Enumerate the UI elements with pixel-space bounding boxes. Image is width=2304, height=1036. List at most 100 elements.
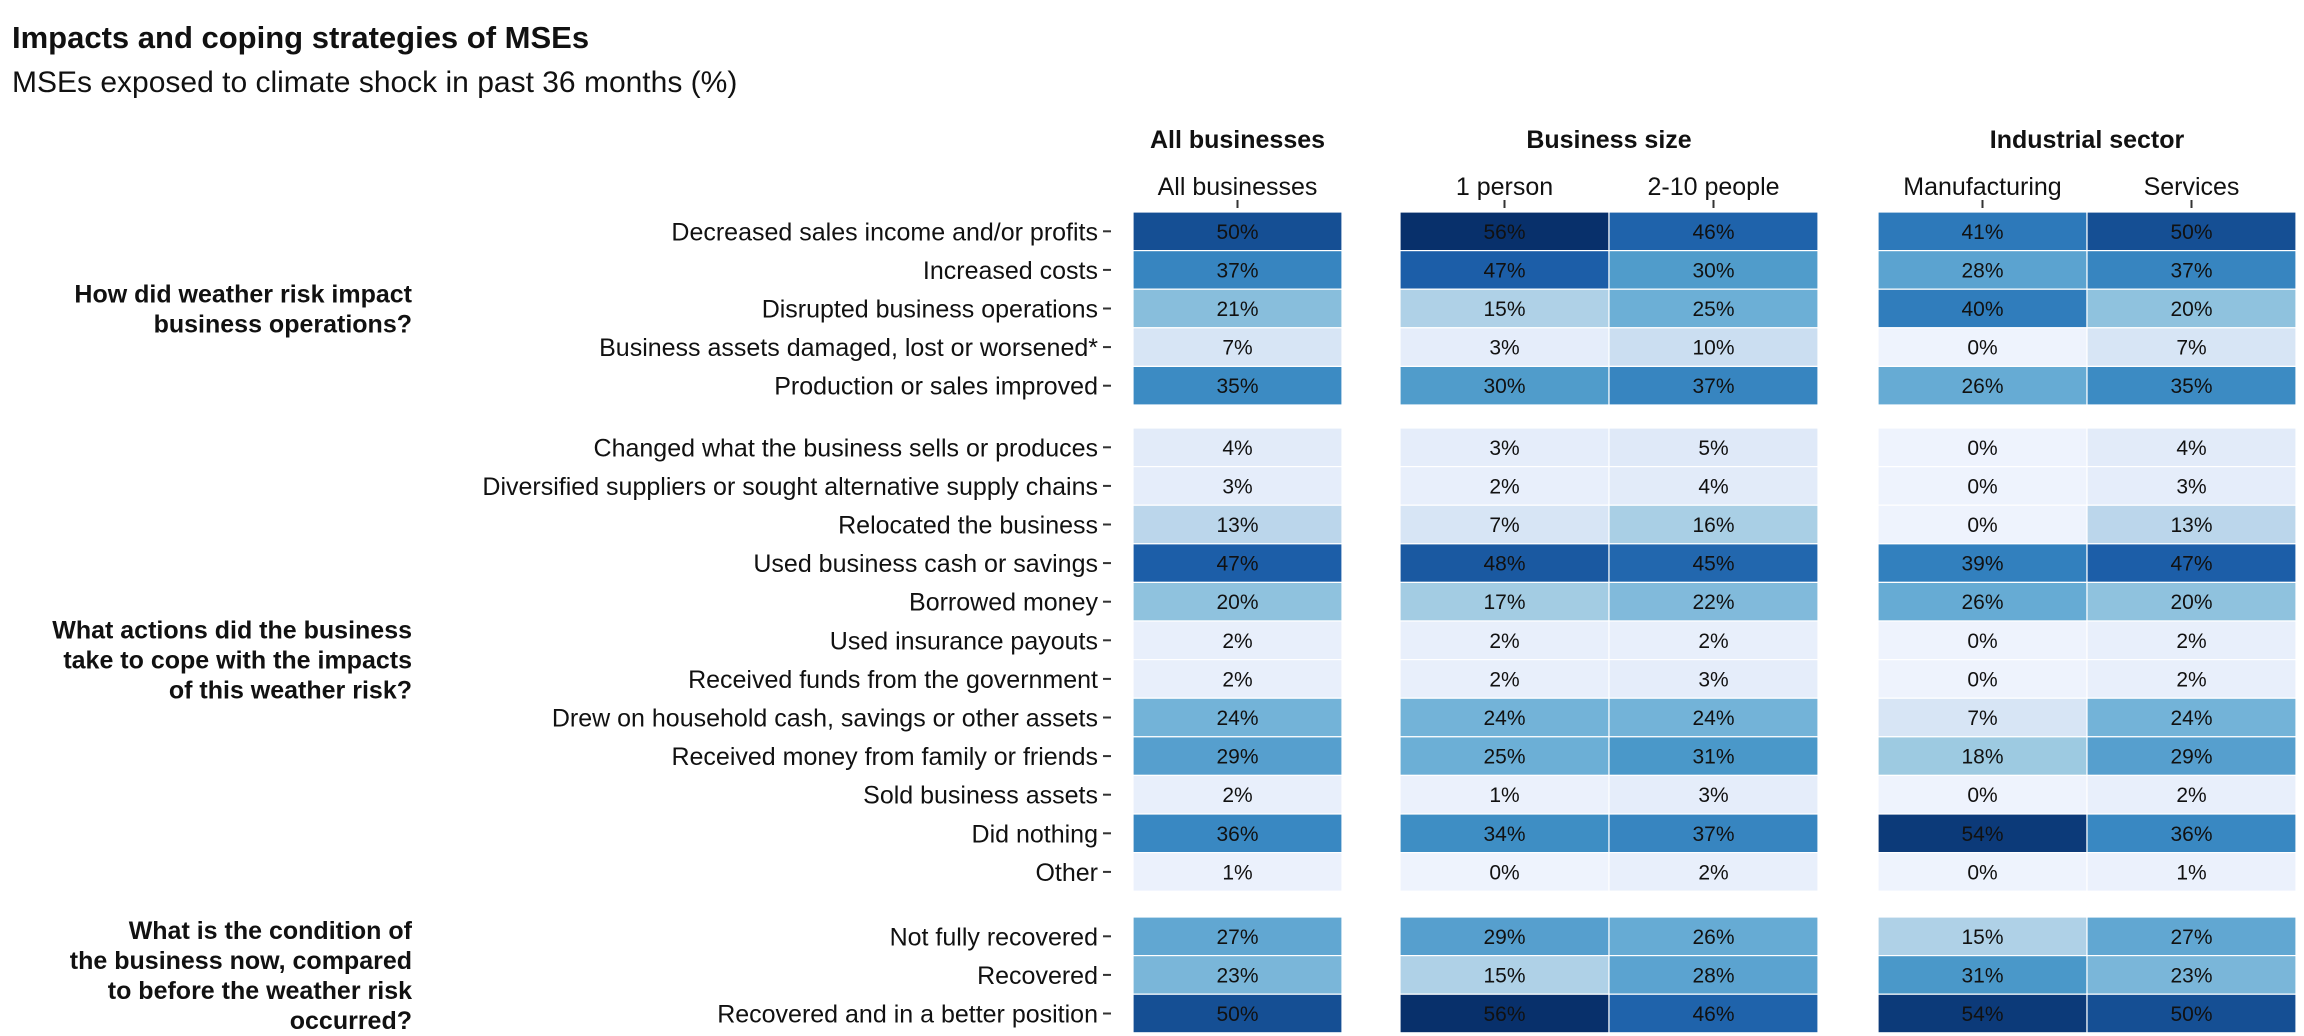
cell-value-label: 40% — [1961, 298, 2003, 321]
row-label: Received money from family or friends — [671, 743, 1098, 771]
cell-value-label: 3% — [2176, 475, 2206, 498]
cell-value-label: 2% — [1222, 784, 1252, 807]
heatmap-cell — [1132, 250, 1343, 290]
panel-headers: All businesses All businesses Business siz… — [1150, 126, 2239, 208]
row-label: Borrowed money — [909, 589, 1098, 617]
cell-value-label: 0% — [1967, 337, 1997, 360]
heatmap-cell — [1608, 813, 1819, 854]
cell-value-label: 20% — [1216, 591, 1258, 614]
cell-value-label: 29% — [1483, 926, 1525, 949]
cell-value-label: 0% — [1967, 861, 1997, 884]
heatmap-cell — [1608, 250, 1819, 290]
cell-value-label: 28% — [1961, 259, 2003, 282]
heatmap-cell — [2086, 620, 2297, 661]
heatmap-cell — [2086, 658, 2297, 699]
cell-value-label: 15% — [1483, 964, 1525, 987]
cell-value-label: 50% — [1216, 221, 1258, 244]
cell-value-label: 24% — [1216, 707, 1258, 730]
group-label: to before the weather risk — [108, 977, 412, 1005]
row-labels: Decreased sales income and/or profits Inc… — [482, 218, 1111, 1029]
cell-value-label: 7% — [2176, 337, 2206, 360]
heatmap-cell — [1608, 620, 1819, 661]
cell-value-label: 29% — [1216, 746, 1258, 769]
cell-value-label: 37% — [1692, 375, 1734, 398]
heatmap-cell — [2086, 211, 2297, 252]
cell-value-label: 2% — [1698, 861, 1728, 884]
heatmap-cell — [1608, 543, 1819, 583]
heatmap-cell — [1399, 658, 1610, 699]
heatmap-cell — [2086, 916, 2297, 957]
heatmap-cell — [2086, 327, 2297, 367]
group-label: the business now, compared — [70, 947, 412, 975]
heatmap-cell — [1132, 916, 1343, 957]
cell-value-label: 7% — [1222, 337, 1252, 360]
cell-value-label: 2% — [1222, 668, 1252, 691]
row-label: Used insurance payouts — [830, 627, 1098, 655]
cell-value-label: 0% — [1967, 784, 1997, 807]
cell-value-label: 2% — [1698, 630, 1728, 653]
column-label: Services — [2144, 173, 2240, 201]
cell-value-label: 56% — [1483, 1003, 1525, 1026]
cell-value-label: 29% — [2170, 746, 2212, 769]
heatmap-cell — [1877, 504, 2088, 545]
heatmap-cell — [1877, 736, 2088, 776]
row-label: Drew on household cash, savings or other… — [552, 705, 1098, 733]
heatmap-cell — [1132, 993, 1343, 1034]
cell-value-label: 34% — [1483, 823, 1525, 846]
cell-value-label: 2% — [1222, 630, 1252, 653]
heatmap-cell — [1877, 466, 2088, 506]
heatmap-cell — [1399, 774, 1610, 815]
heatmap-cell — [1132, 954, 1343, 995]
row-label: Changed what the business sells or produ… — [594, 434, 1098, 462]
cell-value-label: 3% — [1489, 337, 1519, 360]
panel-title: Business size — [1526, 126, 1691, 154]
heatmap-cell — [1132, 466, 1343, 506]
heatmap-cell — [1399, 954, 1610, 995]
group-label: take to cope with the impacts — [63, 647, 412, 675]
cell-value-label: 2% — [2176, 668, 2206, 691]
cell-value-label: 56% — [1483, 221, 1525, 244]
heatmap-cell — [1877, 211, 2088, 252]
heatmap-cell — [1877, 697, 2088, 738]
cell-value-label: 4% — [1222, 437, 1252, 460]
heatmap-cell — [1877, 851, 2088, 892]
row-label: Recovered — [977, 962, 1098, 990]
cell-value-label: 1% — [2176, 861, 2206, 884]
heatmap-cell — [1399, 466, 1610, 506]
cell-value-label: 47% — [1216, 553, 1258, 576]
heatmap-cell — [1877, 774, 2088, 815]
row-label: Diversified suppliers or sought alternat… — [482, 473, 1098, 501]
cell-value-label: 31% — [1692, 746, 1734, 769]
cell-value-label: 1% — [1489, 784, 1519, 807]
heatmap-cell — [1608, 288, 1819, 329]
heatmap-cell — [1132, 327, 1343, 367]
cell-value-label: 37% — [2170, 259, 2212, 282]
row-label: Received funds from the government — [688, 666, 1098, 694]
row-label: Relocated the business — [838, 512, 1098, 540]
cell-value-label: 3% — [1222, 475, 1252, 498]
heatmap-cell — [2086, 851, 2297, 892]
row-label: Production or sales improved — [774, 373, 1098, 401]
row-label: Recovered and in a better position — [717, 1001, 1098, 1029]
heatmap-cell — [2086, 993, 2297, 1034]
cell-value-label: 3% — [1698, 784, 1728, 807]
column-label: 1 person — [1456, 173, 1553, 201]
heatmap-cell — [1399, 697, 1610, 738]
heatmap-cell — [1132, 697, 1343, 738]
cell-value-label: 13% — [1216, 514, 1258, 537]
cell-value-label: 23% — [2170, 964, 2212, 987]
cell-value-label: 18% — [1961, 746, 2003, 769]
cell-value-label: 54% — [1961, 1003, 2003, 1026]
cell-value-label: 22% — [1692, 591, 1734, 614]
heatmap-cell — [2086, 813, 2297, 854]
heatmap-cell — [2086, 427, 2297, 468]
cell-value-label: 3% — [1698, 668, 1728, 691]
heatmap-cell — [1399, 504, 1610, 545]
row-label: Sold business assets — [863, 782, 1098, 810]
cell-value-label: 27% — [1216, 926, 1258, 949]
cell-value-label: 2% — [1489, 475, 1519, 498]
row-label: Used business cash or savings — [753, 550, 1098, 578]
cell-value-label: 20% — [2170, 591, 2212, 614]
